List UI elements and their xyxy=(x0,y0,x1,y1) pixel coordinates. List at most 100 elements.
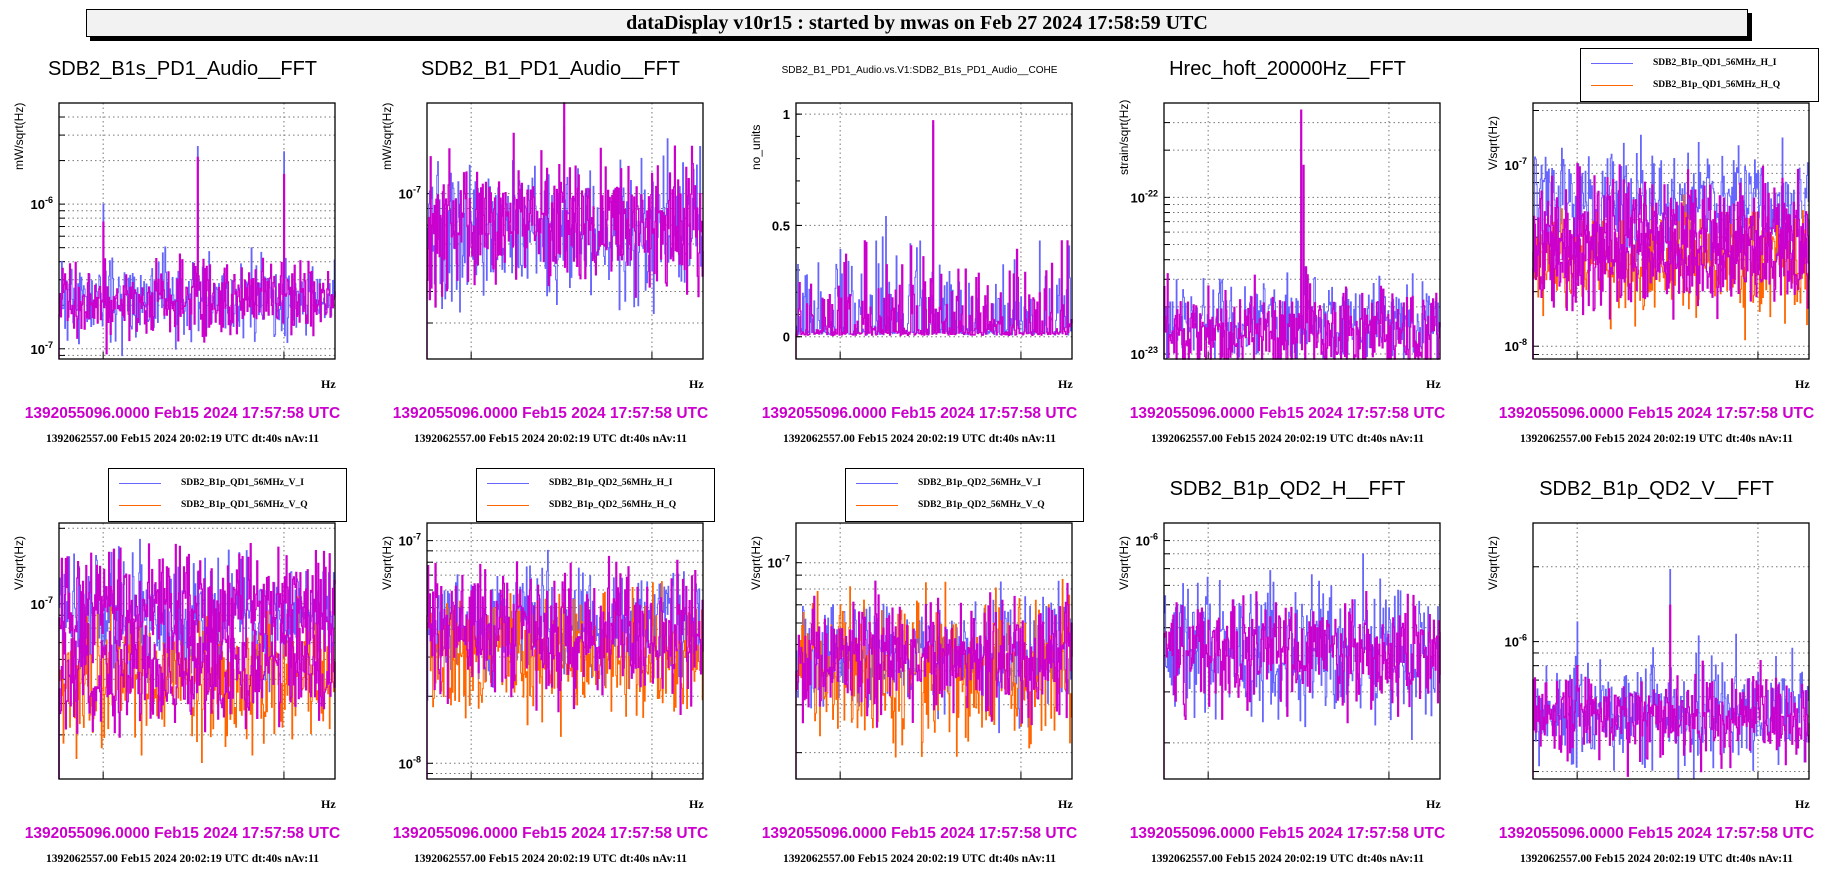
gps-reference-info: 1392062557.00 Feb15 2024 20:02:19 UTC dt… xyxy=(1151,433,1424,445)
gps-reference-info: 1392062557.00 Feb15 2024 20:02:19 UTC dt… xyxy=(1520,853,1793,865)
plot-title: SDB2_B1p_QD2_V__FFT xyxy=(1539,478,1774,500)
y-tick-label: 10-7 xyxy=(31,595,53,612)
y-axis-label: mW/sqrt(Hz) xyxy=(380,102,394,170)
y-axis-label: strain/sqrt(Hz) xyxy=(1117,99,1131,175)
gps-start-time: 1392055096.0000 Feb15 2024 17:57:58 UTC xyxy=(761,825,1078,842)
legend-swatch xyxy=(487,504,529,506)
y-tick-label: 10-22 xyxy=(1131,188,1158,205)
plot-legend: SDB2_B1p_QD1_56MHz_H_I SDB2_B1p_QD1_56MHz… xyxy=(1580,48,1819,102)
gps-reference-info: 1392062557.00 Feb15 2024 20:02:19 UTC dt… xyxy=(1520,433,1793,445)
plot-legend: SDB2_B1p_QD2_56MHz_H_I SDB2_B1p_QD2_56MHz… xyxy=(476,468,715,522)
gps-start-time: 1392055096.0000 Feb15 2024 17:57:58 UTC xyxy=(1498,405,1815,422)
plot-frame xyxy=(1163,522,1441,780)
series-line-current-q xyxy=(1532,201,1810,359)
plot-title: SDB2_B1p_QD2_H__FFT xyxy=(1169,478,1406,500)
plot-canvas: 10-7 xyxy=(768,522,1073,780)
plot-frame xyxy=(426,522,704,780)
x-axis-label: Hz xyxy=(1795,377,1810,391)
plot-panel: 10-7 V/sqrt(Hz) Hz 1392055096.0000 Feb15 20… xyxy=(0,460,365,880)
plot-canvas: 10-8 10-7 xyxy=(399,522,704,780)
y-axis-label: V/sqrt(Hz) xyxy=(1117,536,1131,590)
plot-legend: SDB2_B1p_QD1_56MHz_V_I SDB2_B1p_QD1_56MHz… xyxy=(108,468,347,522)
plot-canvas: 10-7 10-6 xyxy=(31,102,336,360)
series-line-current xyxy=(1532,604,1810,779)
y-tick-label: 10-7 xyxy=(1505,156,1527,173)
plot-frame xyxy=(795,102,1073,360)
banner-title: dataDisplay v10r15 : started by mwas on … xyxy=(626,11,1208,34)
y-tick-label: 10-23 xyxy=(1131,345,1158,362)
x-axis-label: Hz xyxy=(321,377,336,391)
plot-frame xyxy=(58,102,336,360)
legend-entry: SDB2_B1p_QD2_56MHz_V_I xyxy=(846,473,1083,493)
legend-swatch xyxy=(1591,62,1633,64)
plot-legend: SDB2_B1p_QD2_56MHz_V_I SDB2_B1p_QD2_56MHz… xyxy=(845,468,1084,522)
y-tick-label: 0.5 xyxy=(772,218,790,233)
plot-panel: SDB2_B1p_QD2_H__FFT 10-6 V/sqrt(Hz) Hz 13920… xyxy=(1105,460,1470,880)
y-tick-label: 10-8 xyxy=(399,754,421,771)
x-axis-label: Hz xyxy=(1058,377,1073,391)
x-axis-label: Hz xyxy=(689,797,704,811)
y-axis-label: V/sqrt(Hz) xyxy=(749,536,763,590)
series-line-reference xyxy=(1163,553,1441,779)
legend-swatch xyxy=(856,482,898,484)
plot-panel: SDB2_B1p_QD2_V__FFT 10-6 V/sqrt(Hz) Hz 13920… xyxy=(1474,460,1826,880)
legend-label: SDB2_B1p_QD2_56MHz_H_Q xyxy=(549,500,677,510)
plot-panel: SDB2_B1_PD1_Audio.vs.V1:SDB2_B1s_PD1_Aud… xyxy=(737,40,1102,460)
plot-canvas: 10-23 10-22 xyxy=(1131,102,1441,362)
y-tick-label: 1 xyxy=(783,107,790,122)
plot-title: SDB2_B1_PD1_Audio__FFT xyxy=(420,58,681,80)
series-line-reference xyxy=(795,124,1073,359)
x-axis-label: Hz xyxy=(321,797,336,811)
plot-frame xyxy=(795,522,1073,780)
plot-panel: 10-7 V/sqrt(Hz) Hz 1392055096.0000 Feb15 20… xyxy=(737,460,1102,880)
y-tick-label: 10-8 xyxy=(1505,337,1527,354)
plot-frame xyxy=(1532,102,1810,360)
y-tick-label: 10-7 xyxy=(768,554,790,571)
plot-canvas: 00.51 xyxy=(772,102,1073,360)
series-line-current xyxy=(795,120,1073,359)
y-tick-label: 10-6 xyxy=(1505,633,1527,650)
gps-reference-info: 1392062557.00 Feb15 2024 20:02:19 UTC dt… xyxy=(414,853,687,865)
x-axis-label: Hz xyxy=(689,377,704,391)
plot-frame xyxy=(1163,102,1441,360)
window-banner: dataDisplay v10r15 : started by mwas on … xyxy=(86,9,1748,37)
x-axis-label: Hz xyxy=(1426,797,1441,811)
legend-entry: SDB2_B1p_QD1_56MHz_H_I xyxy=(1581,53,1818,73)
legend-swatch xyxy=(119,482,161,484)
legend-swatch xyxy=(1591,84,1633,86)
plot-panel: 10-8 10-7 V/sqrt(Hz) Hz 1392055096.0000 Feb1… xyxy=(368,460,733,880)
series-line-current xyxy=(1163,109,1441,360)
plot-frame xyxy=(58,522,336,780)
plot-canvas: 10-7 xyxy=(399,102,704,360)
plot-canvas: 10-6 xyxy=(1136,522,1441,780)
x-axis-label: Hz xyxy=(1426,377,1441,391)
legend-entry: SDB2_B1p_QD1_56MHz_V_I xyxy=(109,473,346,493)
y-tick-label: 0 xyxy=(783,330,790,345)
legend-label: SDB2_B1p_QD1_56MHz_H_Q xyxy=(1653,80,1781,90)
y-axis-label: V/sqrt(Hz) xyxy=(1486,116,1500,170)
x-axis-label: Hz xyxy=(1795,797,1810,811)
legend-label: SDB2_B1p_QD2_56MHz_V_I xyxy=(918,478,1041,488)
gps-reference-info: 1392062557.00 Feb15 2024 20:02:19 UTC dt… xyxy=(1151,853,1424,865)
gps-start-time: 1392055096.0000 Feb15 2024 17:57:58 UTC xyxy=(1129,405,1446,422)
legend-entry: SDB2_B1p_QD2_56MHz_H_I xyxy=(477,473,714,493)
y-tick-label: 10-7 xyxy=(399,185,421,202)
plot-title: SDB2_B1s_PD1_Audio__FFT xyxy=(47,58,318,80)
gps-reference-info: 1392062557.00 Feb15 2024 20:02:19 UTC dt… xyxy=(783,433,1056,445)
gps-start-time: 1392055096.0000 Feb15 2024 17:57:58 UTC xyxy=(392,825,709,842)
legend-label: SDB2_B1p_QD2_56MHz_H_I xyxy=(549,478,673,488)
plot-panel: Hrec_hoft_20000Hz__FFT 10-23 10-22 strain/s… xyxy=(1105,40,1470,460)
legend-swatch xyxy=(119,504,161,506)
plot-frame xyxy=(1532,522,1810,780)
series-line-current xyxy=(58,156,336,359)
gps-reference-info: 1392062557.00 Feb15 2024 20:02:19 UTC dt… xyxy=(414,433,687,445)
legend-entry: SDB2_B1p_QD1_56MHz_V_Q xyxy=(109,495,346,515)
plot-canvas: 10-8 10-7 xyxy=(1505,102,1810,360)
legend-label: SDB2_B1p_QD2_56MHz_V_Q xyxy=(918,500,1045,510)
series-line-current xyxy=(795,580,1073,779)
plot-frame xyxy=(426,102,704,360)
gps-start-time: 1392055096.0000 Feb15 2024 17:57:58 UTC xyxy=(1129,825,1446,842)
y-axis-label: V/sqrt(Hz) xyxy=(380,536,394,590)
y-axis-label: mW/sqrt(Hz) xyxy=(12,102,26,170)
series-line-current-q xyxy=(58,600,336,779)
